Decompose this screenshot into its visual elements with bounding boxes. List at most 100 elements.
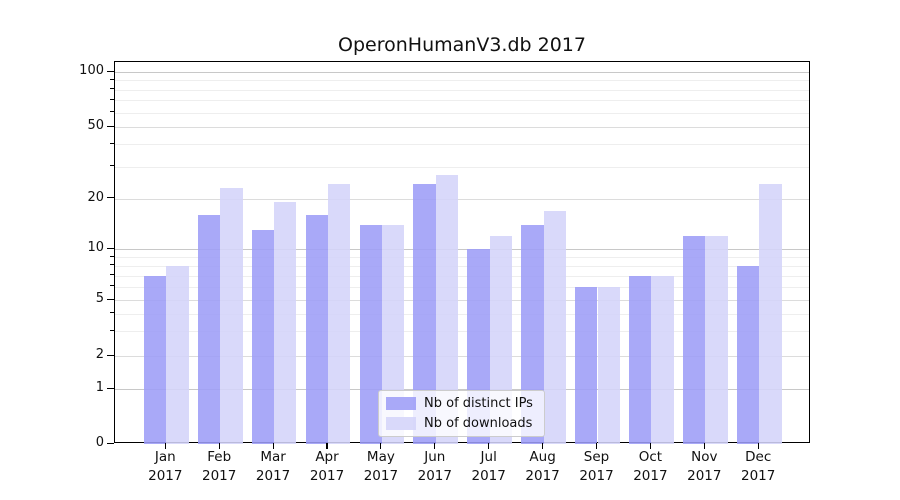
- bar-jan-distinct-ips: [143, 275, 167, 444]
- bar-aug-distinct-ips: [521, 224, 544, 444]
- bar-aug-downloads: [543, 210, 566, 444]
- x-tick-mark: [164, 443, 166, 449]
- x-tick-label: Dec 2017: [728, 448, 788, 486]
- y-tick-label: 2: [95, 347, 104, 362]
- y-tick-label: 20: [87, 189, 104, 205]
- minor-gridline: [115, 144, 809, 146]
- y-tick-mark: [107, 298, 114, 300]
- x-tick-label-line: Jun: [424, 449, 446, 465]
- x-tick-label-line: Mar: [260, 449, 286, 465]
- x-tick-mark: [757, 443, 759, 449]
- x-tick-label: Feb 2017: [189, 448, 249, 486]
- y-tick-label: 0: [95, 435, 104, 450]
- bar-apr-downloads: [328, 184, 351, 444]
- bar-sep-downloads: [597, 286, 620, 444]
- bar-feb-distinct-ips: [197, 214, 221, 444]
- x-tick-label: Sep 2017: [567, 448, 627, 486]
- x-tick-mark: [434, 443, 436, 449]
- legend-swatch-distinct-ips: [386, 397, 416, 410]
- y-tick-mark: [107, 125, 114, 127]
- y-tick-label: 10: [87, 240, 104, 256]
- x-tick-label-line: Feb: [207, 449, 232, 465]
- x-tick-label-line: May: [366, 449, 395, 465]
- y-tick-label: 100: [79, 63, 104, 78]
- major-gridline: [115, 198, 809, 200]
- x-tick-label-line: Sep: [583, 449, 610, 465]
- x-tick-label: May 2017: [351, 448, 411, 486]
- y-tick-label: 1: [95, 380, 104, 396]
- x-tick-mark: [542, 443, 544, 449]
- minor-gridline: [115, 80, 809, 82]
- x-tick-label-line: Dec: [745, 449, 772, 465]
- x-tick-mark: [649, 443, 651, 449]
- major-gridline: [115, 356, 809, 357]
- x-tick-label-line: 2017: [417, 468, 452, 484]
- y-minor-tick-mark: [110, 142, 114, 144]
- x-tick-label-line: Oct: [638, 449, 663, 465]
- major-gridline: [115, 127, 809, 128]
- x-tick-mark: [595, 443, 598, 449]
- major-gridline: [115, 300, 809, 302]
- x-tick-label-line: 2017: [148, 468, 183, 484]
- y-minor-tick-mark: [110, 285, 114, 287]
- x-tick-label: Oct 2017: [620, 448, 680, 486]
- bar-oct-distinct-ips: [629, 275, 652, 444]
- y-minor-tick-mark: [110, 274, 114, 276]
- x-tick-mark: [488, 443, 490, 449]
- major-gridline: [115, 389, 809, 391]
- x-tick-label-line: 2017: [687, 468, 722, 484]
- major-gridline: [115, 72, 809, 73]
- x-tick-label-line: Jan: [154, 449, 176, 465]
- bar-may-downloads: [381, 224, 405, 444]
- y-minor-tick-mark: [110, 165, 114, 167]
- major-gridline: [115, 249, 809, 251]
- x-tick-mark: [272, 443, 274, 449]
- legend-item: Nb of downloads: [386, 416, 537, 431]
- x-tick-label: Aug 2017: [513, 448, 573, 486]
- minor-gridline: [115, 257, 809, 259]
- y-minor-tick-mark: [110, 312, 114, 314]
- x-tick-label-line: 2017: [633, 468, 668, 484]
- x-tick-mark: [326, 443, 328, 449]
- x-tick-label-line: 2017: [363, 468, 399, 484]
- y-tick-mark: [107, 70, 114, 72]
- legend-label: Nb of distinct IPs: [424, 396, 533, 411]
- chart-title: OperonHumanV3.db 2017: [338, 34, 586, 56]
- bar-sep-distinct-ips: [575, 286, 598, 444]
- y-minor-tick-mark: [110, 264, 114, 266]
- x-tick-label-line: Jul: [480, 449, 497, 465]
- x-tick-label: Mar 2017: [243, 448, 303, 486]
- minor-gridline: [115, 313, 809, 315]
- legend: Nb of distinct IPs Nb of downloads: [378, 390, 545, 437]
- minor-gridline: [115, 331, 809, 333]
- bar-nov-distinct-ips: [682, 235, 706, 444]
- x-tick-mark: [380, 443, 382, 449]
- x-tick-label-line: Aug: [529, 449, 556, 465]
- y-minor-tick-mark: [110, 78, 114, 80]
- legend-swatch-downloads: [386, 417, 416, 430]
- legend-item: Nb of distinct IPs: [386, 396, 537, 411]
- x-tick-label: Nov 2017: [674, 448, 734, 486]
- bar-jun-downloads: [435, 175, 459, 444]
- x-tick-label: Jan 2017: [135, 448, 195, 486]
- plot-area: [114, 61, 810, 444]
- y-tick-mark: [107, 354, 114, 356]
- x-tick-label: Jun 2017: [405, 448, 465, 486]
- minor-gridline: [115, 265, 809, 267]
- bar-jan-downloads: [166, 265, 189, 444]
- bar-feb-downloads: [220, 187, 243, 444]
- bar-dec-downloads: [759, 184, 782, 444]
- x-tick-label-line: 2017: [309, 468, 345, 484]
- y-minor-tick-mark: [110, 255, 114, 257]
- x-tick-mark: [218, 443, 220, 449]
- y-tick-mark: [107, 247, 114, 249]
- minor-gridline: [115, 166, 809, 168]
- bar-mar-downloads: [274, 202, 297, 444]
- y-tick-label: 50: [87, 118, 104, 133]
- minor-gridline: [115, 112, 809, 114]
- x-tick-label: Apr 2017: [297, 448, 357, 486]
- y-minor-tick-mark: [110, 329, 114, 331]
- minor-gridline: [115, 286, 809, 288]
- minor-gridline: [115, 100, 809, 102]
- bar-oct-downloads: [651, 275, 674, 444]
